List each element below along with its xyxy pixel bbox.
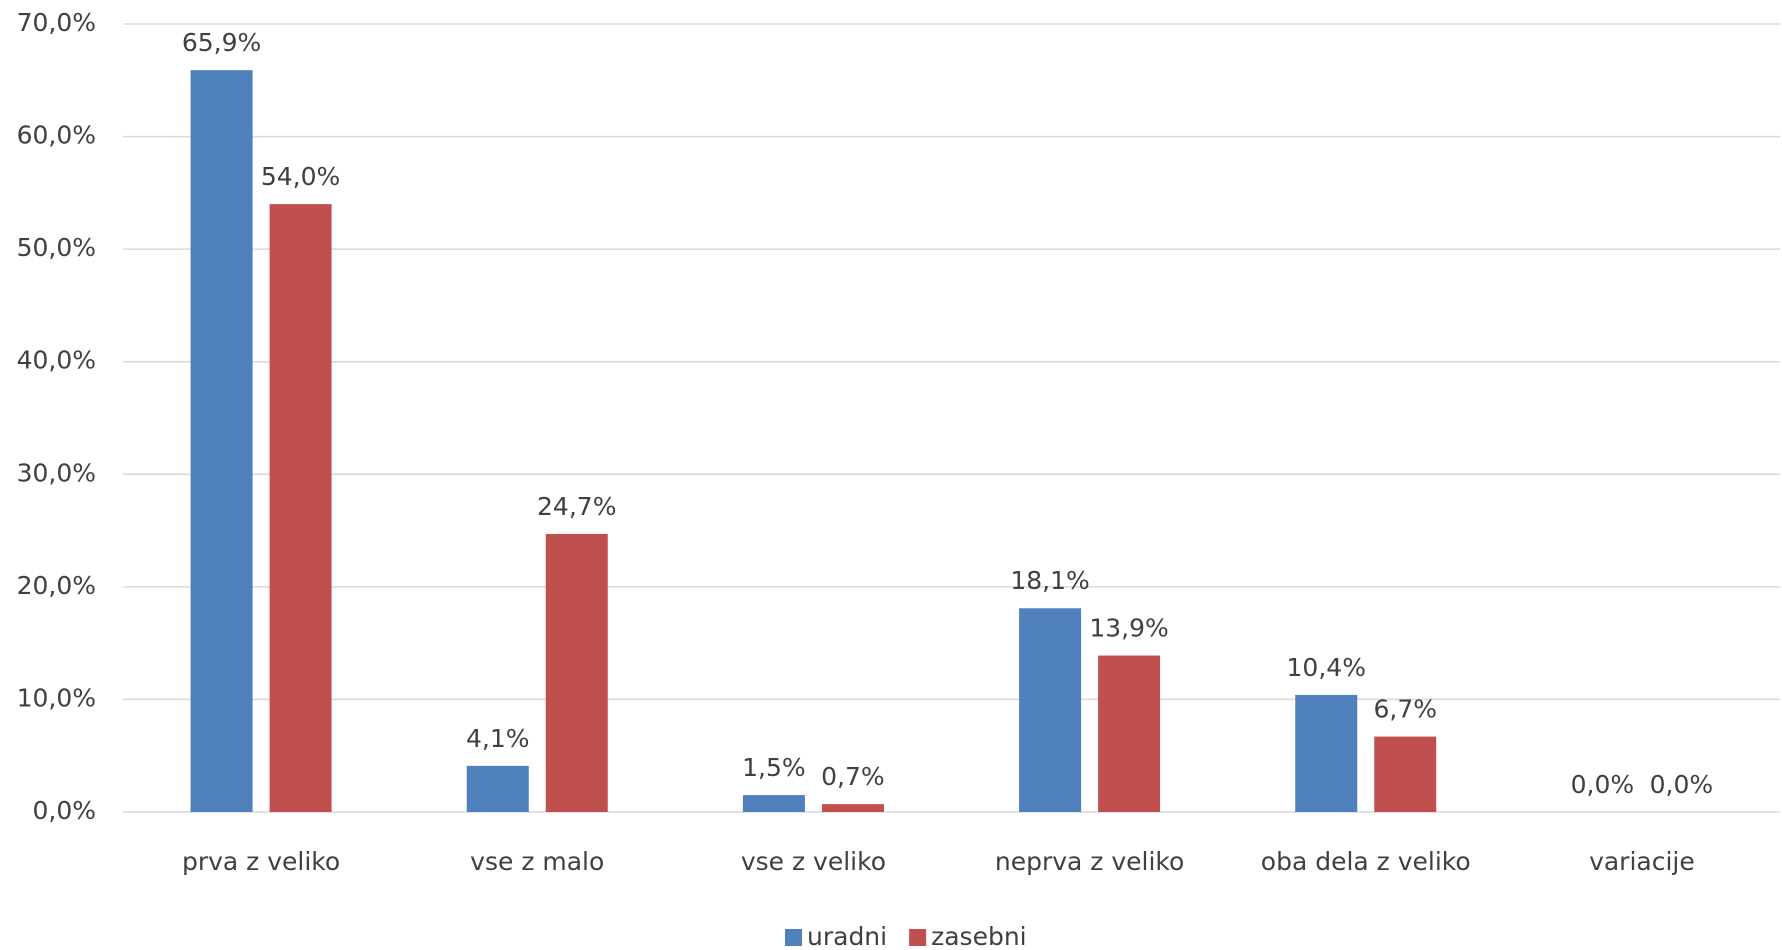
- x-tick-label: oba dela z veliko: [1261, 847, 1471, 876]
- y-tick-label: 60,0%: [17, 121, 96, 150]
- data-label: 24,7%: [537, 492, 616, 521]
- data-label: 10,4%: [1287, 653, 1366, 682]
- data-label: 4,1%: [466, 724, 530, 753]
- y-tick-label: 20,0%: [17, 571, 96, 600]
- y-tick-label: 70,0%: [17, 8, 96, 37]
- bar: [269, 204, 332, 813]
- bar: [742, 795, 805, 812]
- bar: [1374, 736, 1437, 812]
- bar: [1098, 655, 1161, 812]
- y-tick-label: 0,0%: [32, 796, 96, 825]
- y-tick-label: 30,0%: [17, 458, 96, 487]
- data-label: 6,7%: [1373, 695, 1437, 724]
- legend-label: uradni: [807, 922, 887, 950]
- x-tick-label: neprva z veliko: [995, 847, 1184, 876]
- data-label: 0,0%: [1571, 770, 1635, 799]
- data-label: 54,0%: [261, 162, 340, 191]
- data-label: 0,0%: [1650, 770, 1714, 799]
- legend-label: zasebni: [931, 922, 1027, 950]
- y-tick-label: 50,0%: [17, 233, 96, 262]
- data-label: 65,9%: [182, 28, 261, 57]
- legend-swatch: [909, 929, 927, 946]
- x-tick-label: variacije: [1589, 847, 1695, 876]
- bar: [821, 804, 884, 812]
- x-tick-label: vse z veliko: [741, 847, 886, 876]
- bar: [1295, 694, 1358, 812]
- legend-swatch: [785, 929, 802, 946]
- bar: [545, 533, 608, 812]
- bar: [466, 765, 529, 812]
- data-label: 0,7%: [821, 762, 885, 791]
- data-label: 13,9%: [1089, 614, 1168, 643]
- x-tick-label: prva z veliko: [182, 847, 340, 876]
- bar: [190, 70, 253, 812]
- y-tick-label: 10,0%: [17, 683, 96, 712]
- x-tick-label: vse z malo: [470, 847, 604, 876]
- data-label: 18,1%: [1010, 566, 1089, 595]
- bar: [1019, 608, 1082, 812]
- y-tick-label: 40,0%: [17, 346, 96, 375]
- data-label: 1,5%: [742, 753, 806, 782]
